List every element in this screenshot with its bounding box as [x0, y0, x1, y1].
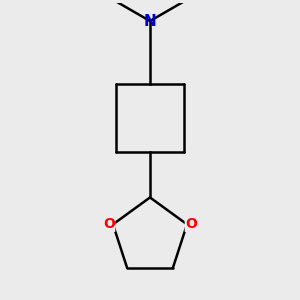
Text: O: O [185, 218, 197, 231]
Text: N: N [144, 14, 156, 28]
Text: O: O [103, 218, 115, 231]
